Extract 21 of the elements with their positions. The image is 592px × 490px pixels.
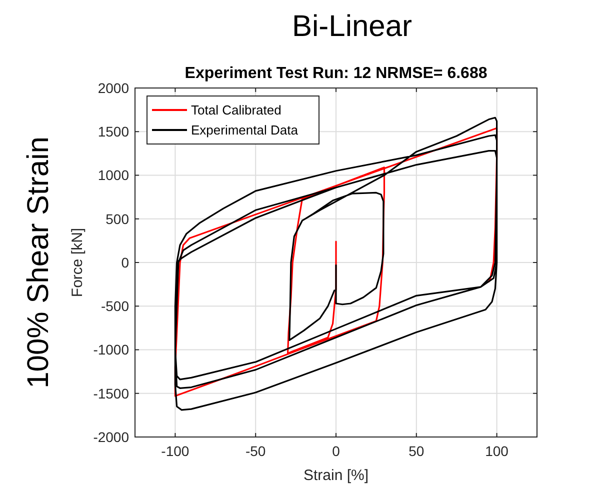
y-tick-label: -1000 bbox=[93, 342, 130, 358]
x-tick-label: -100 bbox=[161, 443, 190, 459]
x-tick-label: -50 bbox=[245, 443, 266, 459]
x-tick-label: 0 bbox=[332, 443, 340, 459]
chart-subtitle: Experiment Test Run: 12 NRMSE= 6.688 bbox=[184, 65, 488, 82]
text: 100% Shear Strain bbox=[22, 136, 55, 388]
y-tick-label: -500 bbox=[100, 298, 130, 314]
legend-label: Total Calibrated bbox=[191, 102, 282, 118]
y-tick-label: 0 bbox=[121, 254, 130, 270]
legend-label: Experimental Data bbox=[191, 122, 299, 138]
y-tick-label: 1000 bbox=[98, 167, 130, 184]
y-tick-label: 2000 bbox=[98, 80, 130, 96]
y-tick-label: -1500 bbox=[93, 385, 130, 402]
y-axis-title: Force [kN] bbox=[69, 228, 86, 298]
y-tick-label: 500 bbox=[106, 210, 130, 227]
chart-title: Bi-Linear bbox=[292, 10, 412, 43]
y-tick-label: 1500 bbox=[98, 124, 130, 140]
y-tick-label: -2000 bbox=[93, 428, 130, 445]
x-axis-title: Strain [%] bbox=[303, 467, 369, 484]
x-tick-label: 50 bbox=[408, 443, 424, 459]
x-tick-label: 100 bbox=[485, 443, 509, 459]
